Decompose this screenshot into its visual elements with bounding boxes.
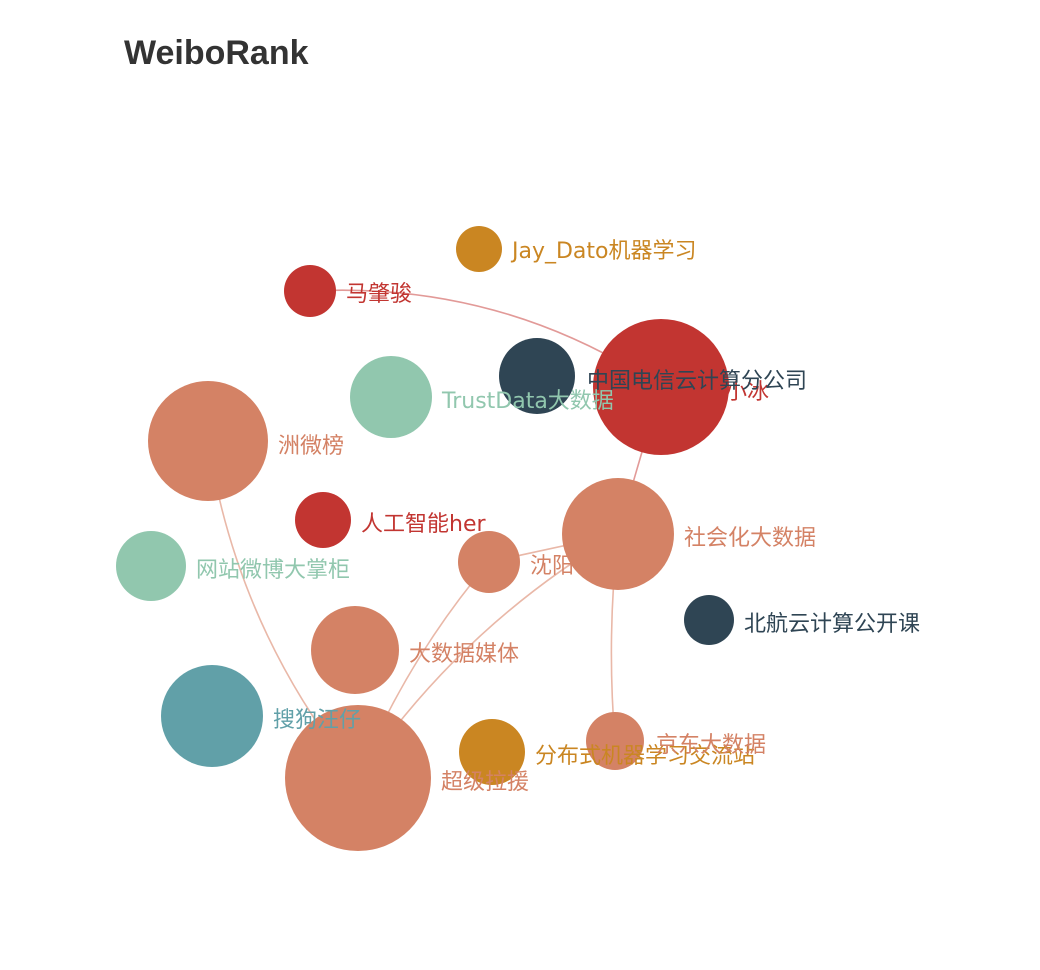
graph-node[interactable]: [148, 381, 268, 501]
graph-node-label: 中国电信云计算分公司: [587, 369, 807, 394]
graph-node-label: 马肇骏: [346, 282, 412, 307]
graph-node[interactable]: [456, 226, 502, 272]
graph-node[interactable]: [295, 492, 351, 548]
graph-node[interactable]: [458, 531, 520, 593]
nodes-layer: [116, 226, 734, 851]
graph-node[interactable]: [311, 606, 399, 694]
graph-node[interactable]: [593, 319, 729, 455]
graph-node-label: 小冰: [725, 380, 769, 405]
chart-title: WeiboRank: [124, 34, 309, 72]
graph-node[interactable]: [285, 705, 431, 851]
graph-node[interactable]: [459, 719, 525, 785]
graph-node-label: 搜狗汪仔: [273, 708, 361, 733]
graph-node[interactable]: [499, 338, 575, 414]
labels-layer: Jay_Dato机器学习马肇骏小冰中国电信云计算分公司TrustData大数据洲…: [196, 239, 920, 795]
graph-node-label: 网站微博大掌柜: [196, 558, 350, 583]
graph-node-label: 大数据媒体: [409, 642, 519, 667]
graph-node-label: 超级拉援: [441, 770, 529, 795]
graph-node[interactable]: [116, 531, 186, 601]
graph-node-label: 京东大数据: [656, 733, 766, 758]
graph-node[interactable]: [350, 356, 432, 438]
graph-node-label: 人工智能her: [361, 512, 486, 537]
graph-node-label: 分布式机器学习交流站: [535, 744, 755, 769]
graph-node-label: 沈阳: [530, 554, 574, 579]
graph-node[interactable]: [684, 595, 734, 645]
graph-node-label: Jay_Dato机器学习: [510, 239, 697, 264]
graph-node[interactable]: [586, 712, 644, 770]
graph-node-label: 洲微榜: [278, 434, 344, 459]
graph-node-label: 北航云计算公开课: [744, 612, 920, 637]
graph-node[interactable]: [562, 478, 674, 590]
graph-node[interactable]: [161, 665, 263, 767]
graph-node[interactable]: [284, 265, 336, 317]
graph-node-label: TrustData大数据: [441, 389, 614, 414]
graph-node-label: 社会化大数据: [684, 526, 816, 551]
